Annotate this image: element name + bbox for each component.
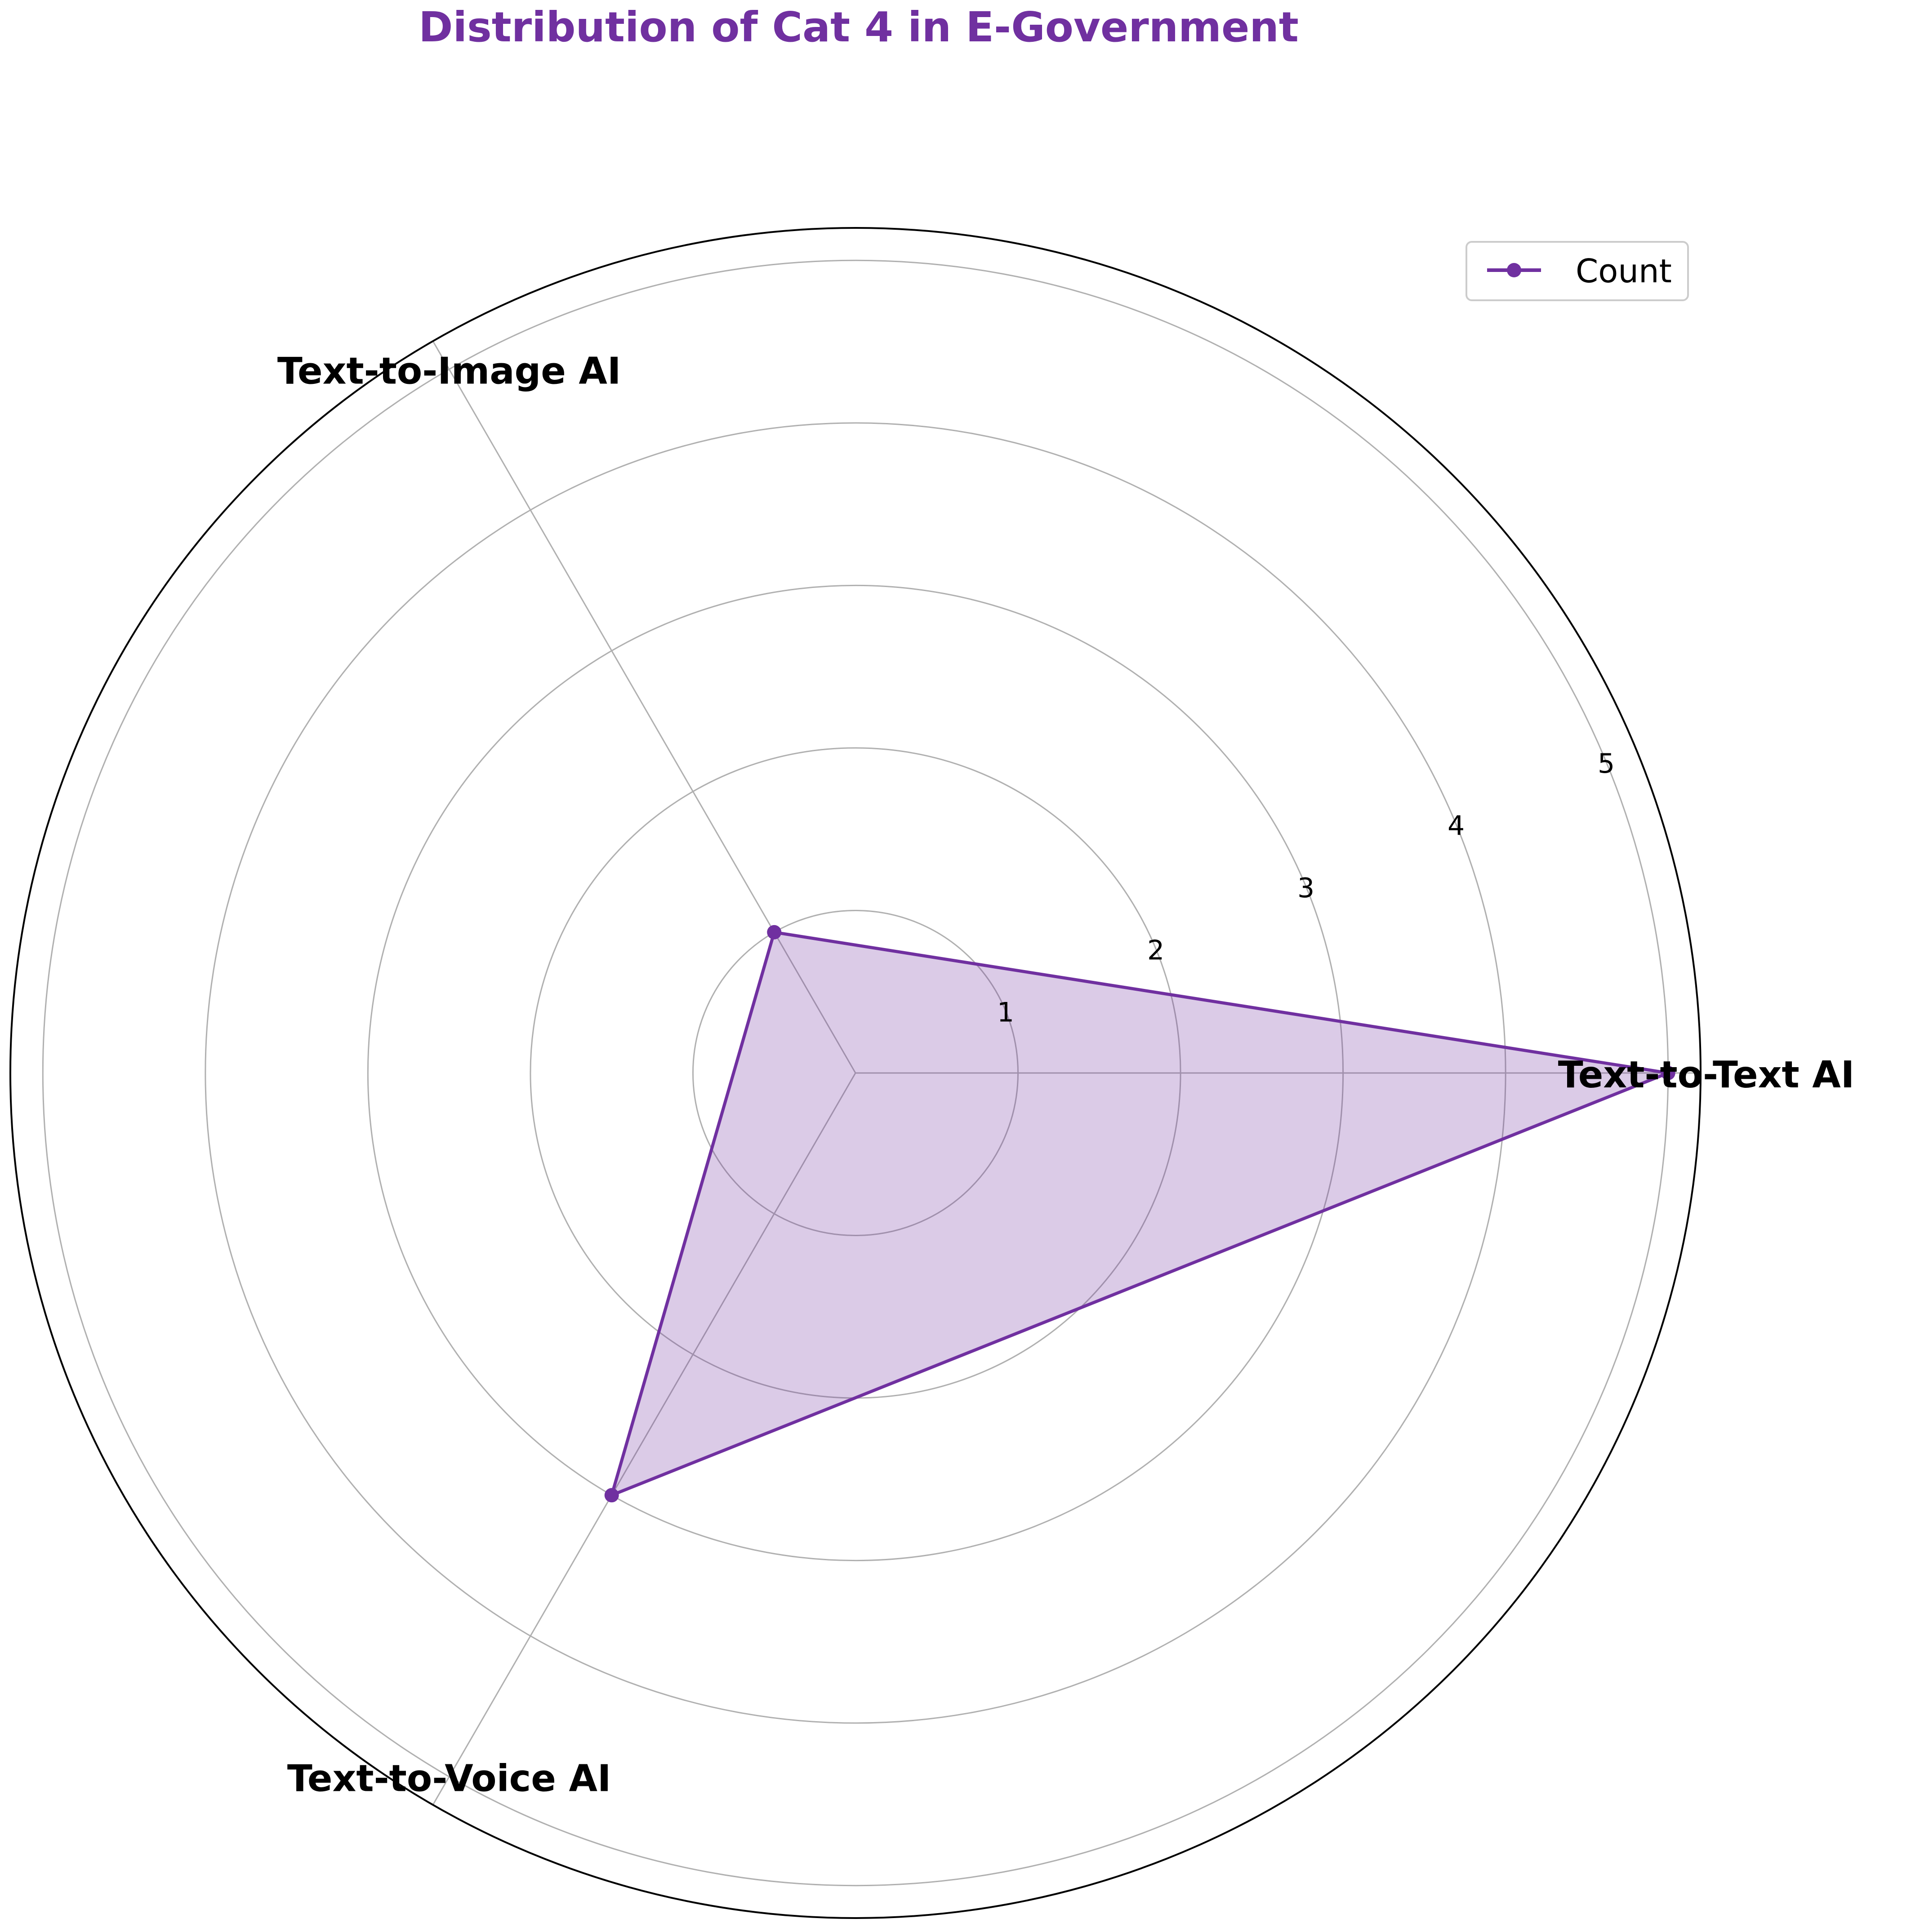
radial-tick-label: 1	[997, 997, 1014, 1028]
grid-layer	[9, 227, 1702, 1919]
radial-tick-label: 2	[1147, 935, 1164, 966]
radial-tick-label: 4	[1448, 810, 1465, 842]
data-point-1	[1661, 1066, 1675, 1080]
chart-title: Distribution of Cat 4 in E-Government	[419, 3, 1299, 51]
label-layer: 1 2 3 4 5 Text-to-Text AI Text-to-Image AI Text…	[277, 350, 1854, 1800]
data-point-3	[604, 1488, 619, 1503]
legend-label: Count	[1576, 252, 1672, 290]
category-label: Text-to-Image AI	[277, 350, 621, 392]
legend-frame	[1466, 241, 1689, 301]
category-label: Text-to-Voice AI	[287, 1758, 611, 1800]
data-point-2	[767, 925, 782, 939]
legend-point-marker	[1507, 263, 1521, 277]
polar-frame	[9, 227, 1702, 1919]
grid-spoke	[432, 341, 856, 1073]
series-layer	[604, 925, 1675, 1503]
category-label: Text-to-Text AI	[1558, 1054, 1855, 1096]
radial-tick-label: 3	[1297, 873, 1314, 904]
radial-tick-label: 5	[1598, 748, 1615, 779]
grid-spoke	[432, 1073, 856, 1805]
series-line	[609, 930, 1674, 1498]
legend: Count	[1466, 241, 1689, 301]
series-area	[611, 932, 1668, 1496]
